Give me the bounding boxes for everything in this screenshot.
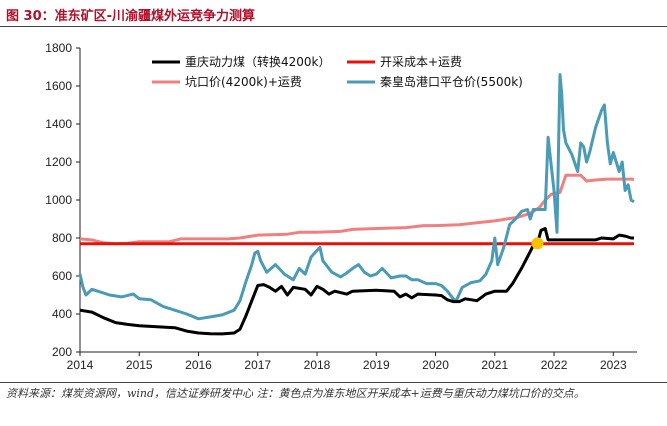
y-tick-label: 1400 [45, 117, 72, 131]
legend-label-0: 重庆动力煤（转换4200k） [185, 54, 331, 69]
x-tick-label: 2020 [422, 358, 449, 372]
y-tick-label: 600 [52, 269, 72, 283]
intersection-marker [531, 237, 544, 250]
x-tick-label: 2014 [67, 358, 94, 372]
series-line-0 [79, 227, 634, 336]
chart: 200 400 600 800 1000 1200 1400 1600 1800 2014 2015… [45, 41, 637, 372]
y-tick-label: 1800 [45, 41, 72, 55]
legend-label-3: 秦皇岛港口平仓价(5500k) [380, 74, 523, 89]
x-tick-label: 2016 [185, 358, 212, 372]
x-tick-label: 2015 [126, 358, 153, 372]
y-tick-label: 400 [52, 307, 72, 321]
intersection-marker-group [531, 237, 544, 250]
footer-divider [0, 382, 667, 383]
title-divider [0, 26, 667, 27]
chart-title: 图 30：准东矿区-川渝疆煤外运竞争力测算 [6, 9, 256, 24]
x-tick-label: 2017 [244, 358, 271, 372]
series-line-3 [78, 73, 635, 321]
legend-label-2: 坑口价(4200k)+运费 [185, 74, 302, 89]
x-tick-label: 2019 [363, 358, 390, 372]
x-tick-label: 2018 [304, 358, 331, 372]
series-lines [78, 73, 635, 336]
y-tick-label: 800 [52, 231, 72, 245]
y-tick-label: 1000 [45, 193, 72, 207]
x-tick-label: 2021 [481, 358, 508, 372]
y-tick-label: 1200 [45, 155, 72, 169]
legend-label-1: 开采成本+运费 [380, 55, 462, 69]
y-tick-label: 200 [52, 345, 72, 359]
y-tick-label: 1600 [45, 79, 72, 93]
x-tick-label: 2023 [600, 358, 627, 372]
source-note: 资料来源：煤炭资源网，wind，信达证券研发中心 注：黄色点为准东地区开采成本+… [6, 387, 585, 400]
axes: 200 400 600 800 1000 1200 1400 1600 1800 2014 2015… [45, 41, 637, 372]
series-line-2 [79, 173, 635, 246]
x-tick-label: 2022 [541, 358, 568, 372]
